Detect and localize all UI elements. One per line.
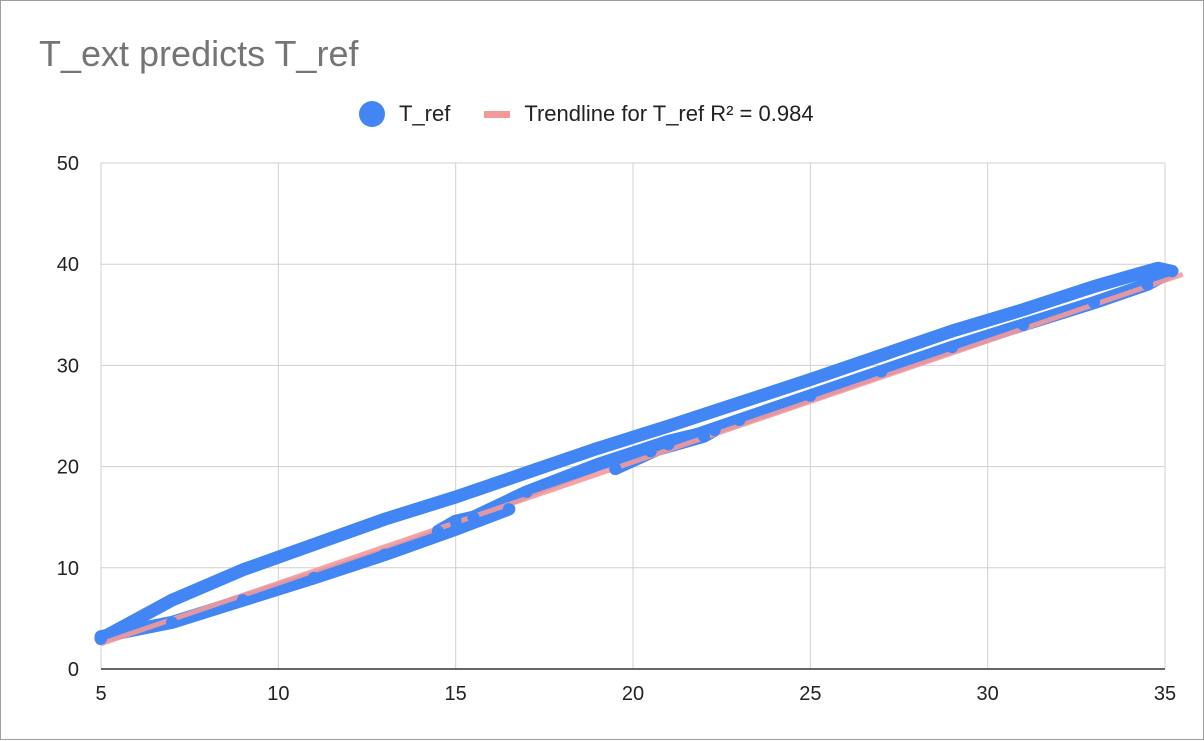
data-point-t-ref-17	[1141, 278, 1154, 291]
data-point-t-ref-32	[467, 511, 480, 524]
data-point-t-ref-6	[520, 466, 533, 479]
data-point-t-ref-27	[697, 430, 710, 443]
data-point-t-ref-39	[236, 594, 249, 607]
data-point-t-ref-8	[662, 420, 675, 433]
y-tick-label-40: 40	[57, 254, 79, 276]
x-tick-label-35: 35	[1154, 683, 1176, 705]
data-point-t-ref-2	[236, 563, 249, 576]
data-point-t-ref-16	[1166, 265, 1179, 278]
data-point-t-ref-12	[946, 324, 959, 337]
data-point-t-ref-35	[502, 503, 515, 516]
data-point-t-ref-23	[733, 414, 746, 427]
y-tick-label-50: 50	[57, 153, 79, 175]
y-tick-label-10: 10	[57, 558, 79, 580]
data-point-t-ref-13	[1017, 303, 1030, 316]
x-tick-label-30: 30	[977, 683, 999, 705]
legend-label-trendline: Trendline for T_ref R² = 0.984	[524, 101, 814, 126]
series-path-t-ref	[94, 261, 1179, 646]
y-tick-label-30: 30	[57, 355, 79, 377]
y-tick-label-0: 0	[68, 659, 79, 681]
legend-label-t-ref: T_ref	[399, 101, 451, 126]
data-point-t-ref-18	[1088, 296, 1101, 309]
data-point-t-ref-11	[875, 349, 888, 362]
data-point-t-ref-7	[591, 442, 604, 455]
legend-item-t-ref[interactable]: T_ref	[359, 101, 450, 127]
data-point-t-ref-14	[1088, 280, 1101, 293]
data-point-t-ref-41	[95, 630, 107, 643]
x-tick-label-15: 15	[445, 683, 467, 705]
data-point-t-ref-37	[378, 548, 391, 561]
y-tick-label-20: 20	[57, 457, 79, 479]
data-point-t-ref-9	[733, 396, 746, 409]
data-point-t-ref-40	[165, 616, 178, 629]
x-tick-label-10: 10	[267, 683, 289, 705]
data-point-t-ref-33	[431, 525, 444, 538]
data-point-t-ref-1	[165, 594, 178, 607]
chart-legend: T_ref Trendline for T_ref R² = 0.984	[359, 99, 814, 129]
data-point-t-ref-10	[804, 373, 817, 386]
chart-title: T_ext predicts T_ref	[39, 33, 359, 74]
data-point-t-ref-3	[307, 538, 320, 551]
data-point-t-ref-5	[449, 490, 462, 503]
data-point-t-ref-36	[449, 523, 462, 536]
data-point-t-ref-20	[946, 341, 959, 354]
x-tick-label-25: 25	[799, 683, 821, 705]
data-point-t-ref-4	[378, 513, 391, 526]
data-point-t-ref-26	[644, 445, 657, 458]
data-point-t-ref-21	[875, 365, 888, 378]
data-point-t-ref-30	[591, 458, 604, 471]
data-point-t-ref-19	[1017, 318, 1030, 331]
legend-marker-trendline	[484, 110, 511, 118]
legend-marker-t-ref	[359, 101, 385, 127]
data-point-t-ref-28	[708, 424, 721, 437]
data-point-t-ref-29	[662, 435, 675, 448]
data-point-t-ref-15	[1151, 262, 1164, 275]
legend-item-trendline[interactable]: Trendline for T_ref R² = 0.984	[450, 101, 814, 127]
data-point-t-ref-25	[609, 462, 622, 475]
data-point-t-ref-31	[520, 485, 533, 498]
x-tick-label-5: 5	[95, 683, 106, 705]
trendline-t-ref	[100, 271, 1184, 647]
data-point-t-ref-22	[804, 389, 817, 402]
x-tick-label-20: 20	[622, 683, 644, 705]
data-point-t-ref-38	[307, 571, 320, 584]
